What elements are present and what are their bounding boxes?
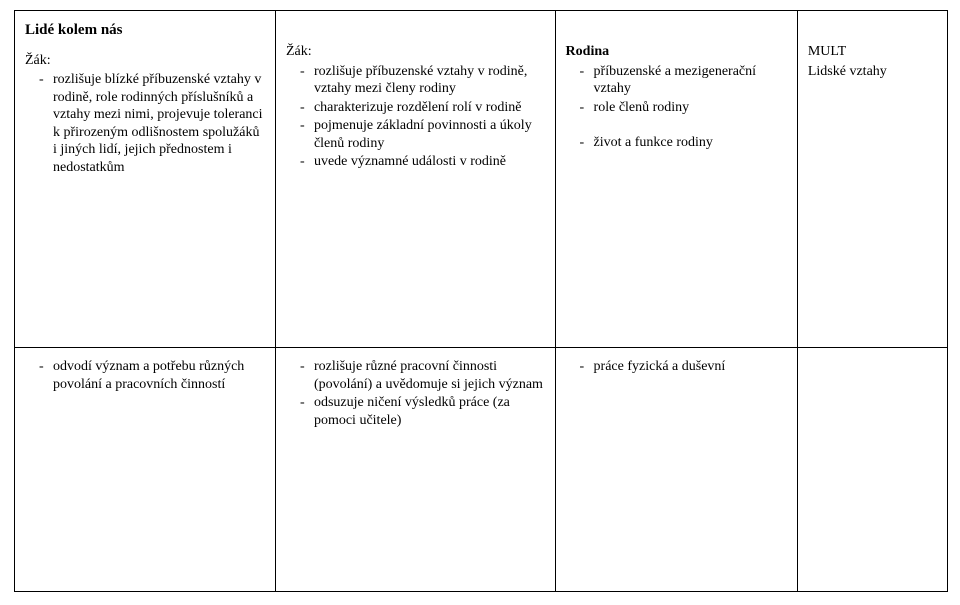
table-row-top: Lidé kolem nás Žák: rozlišuje blízké pří…: [15, 11, 947, 347]
list-item: uvede významné události v rodině: [304, 153, 545, 171]
bullet-list: práce fyzická a duševní: [566, 358, 787, 376]
cell-top-4: MULT Lidské vztahy: [798, 11, 947, 347]
list-item: charakterizuje rozdělení rolí v rodině: [304, 99, 545, 117]
list-item: příbuzenské a mezigenerační vztahy: [584, 63, 787, 98]
tag-line: Lidské vztahy: [808, 63, 937, 81]
list-item: odvodí význam a potřebu různých povolání…: [43, 358, 265, 393]
bullet-list: rozlišuje příbuzenské vztahy v rodině, v…: [286, 63, 545, 171]
cell-top-3: Rodina příbuzenské a mezigenerační vztah…: [556, 11, 798, 347]
list-item: rozlišuje blízké příbuzenské vztahy v ro…: [43, 71, 265, 176]
list-item: pojmenuje základní povinnosti a úkoly čl…: [304, 117, 545, 152]
bullet-list: rozlišuje blízké příbuzenské vztahy v ro…: [25, 71, 265, 176]
list-item: odsuzuje ničení výsledků práce (za pomoc…: [304, 394, 545, 429]
cell-bottom-1: odvodí význam a potřebu různých povolání…: [15, 348, 276, 592]
group-title: Rodina: [566, 43, 787, 61]
cell-bottom-4: [798, 348, 947, 592]
bullet-list: rozlišuje různé pracovní činnosti (povol…: [286, 358, 545, 429]
table-row-bottom: odvodí význam a potřebu různých povolání…: [15, 348, 947, 592]
cell-bottom-2: rozlišuje různé pracovní činnosti (povol…: [276, 348, 556, 592]
curriculum-table: Lidé kolem nás Žák: rozlišuje blízké pří…: [14, 10, 948, 592]
cell-top-1: Lidé kolem nás Žák: rozlišuje blízké pří…: [15, 11, 276, 347]
cell-top-2: Žák: rozlišuje příbuzenské vztahy v rodi…: [276, 11, 556, 347]
bullet-list: příbuzenské a mezigenerační vztahy role …: [566, 63, 787, 152]
list-item: rozlišuje různé pracovní činnosti (povol…: [304, 358, 545, 393]
list-item: život a funkce rodiny: [584, 134, 787, 152]
bullet-list: odvodí význam a potřebu různých povolání…: [25, 358, 265, 393]
list-item: rozlišuje příbuzenské vztahy v rodině, v…: [304, 63, 545, 98]
lead-label: Žák:: [25, 52, 265, 70]
cell-bottom-3: práce fyzická a duševní: [556, 348, 798, 592]
list-item: práce fyzická a duševní: [584, 358, 787, 376]
tag-line: MULT: [808, 43, 937, 61]
list-item: role členů rodiny: [584, 99, 787, 117]
lead-label: Žák:: [286, 43, 545, 61]
section-heading: Lidé kolem nás: [25, 21, 265, 40]
